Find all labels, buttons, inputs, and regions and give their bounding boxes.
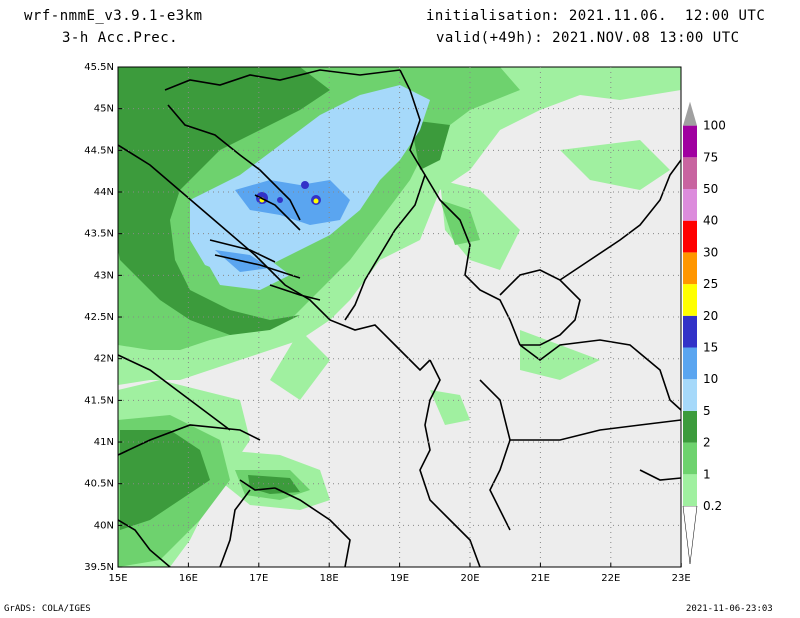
lon-tick-label: 23E (672, 573, 691, 584)
lon-tick-label: 19E (390, 573, 409, 584)
lon-tick-label: 20E (460, 573, 479, 584)
colorbar-label: 15 (703, 341, 718, 355)
lat-tick-label: 43.5N (84, 229, 114, 240)
grads-credit: GrADS: COLA/IGES (4, 604, 91, 614)
colorbar-segment (683, 442, 697, 475)
lat-tick-label: 43N (94, 270, 114, 281)
lat-tick-label: 40N (94, 520, 114, 531)
colorbar-label: 1 (703, 467, 711, 481)
colorbar-segment (683, 379, 697, 411)
colorbar-segment (683, 220, 697, 253)
colorbar-label: 10 (703, 372, 718, 386)
colorbar-label: 2 (703, 436, 711, 450)
colorbar-segment (683, 101, 697, 126)
lat-tick-label: 41N (94, 437, 114, 448)
colorbar-segment (683, 284, 697, 316)
colorbar-label: 30 (703, 245, 718, 259)
colorbar-label: 50 (703, 182, 718, 196)
lon-tick-label: 21E (531, 573, 550, 584)
colorbar-segment (683, 252, 697, 285)
lat-tick-label: 40.5N (84, 479, 114, 490)
model-name: wrf-nmmE_v3.9.1-e3km (24, 8, 203, 24)
graticule (118, 67, 681, 567)
colorbar-segment (683, 474, 697, 506)
lat-tick-label: 42.5N (84, 312, 114, 323)
lat-tick-label: 45.5N (84, 62, 114, 73)
lat-tick-label: 41.5N (84, 395, 114, 406)
valid-time: valid(+49h): 2021.NOV.08 13:00 UTC (436, 30, 740, 46)
colorbar-segment (683, 315, 697, 348)
colorbar-segment (683, 410, 697, 443)
colorbar-label: 100 (703, 119, 726, 133)
country-borders (118, 69, 681, 567)
lat-tick-label: 44.5N (84, 145, 114, 156)
lon-tick-label: 18E (320, 573, 339, 584)
lon-tick-label: 22E (601, 573, 620, 584)
colorbar-segment (683, 157, 697, 189)
colorbar-label: 0.2 (703, 499, 722, 513)
field-name: 3-h Acc.Prec. (62, 30, 179, 46)
lon-tick-label: 15E (108, 573, 127, 584)
lon-tick-label: 17E (249, 573, 268, 584)
lat-tick-label: 44N (94, 187, 114, 198)
init-time: initialisation: 2021.11.06. 12:00 UTC (426, 8, 766, 24)
lat-tick-label: 42N (94, 354, 114, 365)
colorbar-label: 5 (703, 404, 711, 418)
colorbar-label: 25 (703, 277, 718, 291)
colorbar-label: 75 (703, 150, 718, 164)
colorbar-segment (683, 189, 697, 221)
creation-timestamp: 2021-11-06-23:03 (686, 604, 773, 614)
colorbar-segment (683, 347, 697, 380)
colorbar-label: 20 (703, 309, 718, 323)
lat-tick-label: 45N (94, 104, 114, 115)
colorbar-label: 40 (703, 214, 718, 228)
lat-tick-label: 39.5N (84, 562, 114, 573)
colorbar-segment (683, 125, 697, 158)
lon-tick-label: 16E (179, 573, 198, 584)
colorbar-below-range (682, 505, 698, 565)
